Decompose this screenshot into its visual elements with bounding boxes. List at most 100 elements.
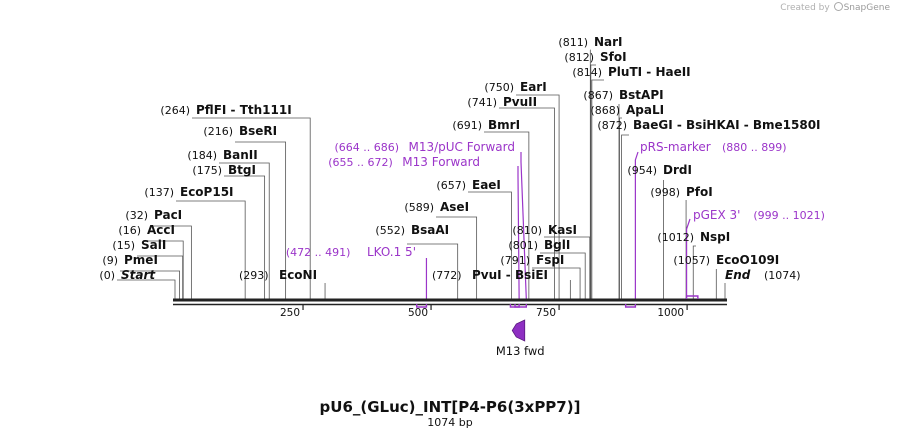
primer-label-m13: M13 Forward (655 .. 672) [328,155,480,169]
site-name: EcoO109I [716,253,779,267]
site-name: PluTI - HaeII [608,65,691,79]
site-label-nspi: (1012) NspI [657,230,730,244]
site-number: (15) [112,239,135,252]
site-line-bsaai [407,243,459,299]
site-number: (9) [102,254,118,267]
site-name: PfoI [686,185,713,199]
site-line-pflfi [192,117,311,299]
primer-range: (472 .. 491) [286,246,351,259]
site-line-acci [143,240,184,299]
site-label-pvuii: (741) PvuII [467,95,537,109]
scale-ticks: 250 500 750 1000 [280,304,688,319]
site-number: (184) [187,149,217,162]
site-name: PvuII [503,95,537,109]
site-label-sfoi: (812) SfoI [564,50,626,64]
site-line-fspi [532,267,581,299]
tick-label: 1000 [657,307,684,319]
site-line-asei [436,216,478,299]
site-line-sali [137,255,184,299]
primer-name: pGEX 3' [693,208,740,222]
site-label-sali: (15) SalI [112,238,166,252]
site-name: NspI [700,230,730,244]
site-label-eari: (750) EarI [484,80,546,94]
site-line-paci [150,225,192,299]
site-name: KasI [548,223,577,237]
site-name: BstAPI [619,88,664,102]
site-name: DrdI [663,163,692,177]
site-number: (552) [375,224,405,237]
site-number: (0) [99,269,115,282]
site-name: BanII [223,148,258,162]
site-name: PacI [154,208,182,222]
site-number: (810) [512,224,542,237]
primer-line-prs [634,151,639,299]
site-name: EcoNI [279,268,317,282]
site-number: (32) [125,209,148,222]
site-name: NarI [594,35,623,49]
site-number: (16) [118,224,141,237]
site-label-pfoi: (998) PfoI [650,185,712,199]
site-number: (175) [192,164,222,177]
site-label-ecoo109i: (1057) EcoO109I [673,253,779,267]
site-number: (867) [583,89,613,102]
site-label-bmri: (691) BmrI [452,118,520,132]
site-label-nari: (811) NarI [558,35,622,49]
site-number: (1057) [673,254,710,267]
map-title: pU6_(GLuc)_INT[P4-P6(3xPP7)] [319,398,581,416]
site-name: PflFI - Tth111I [196,103,292,117]
site-line-ecop15i [176,200,246,299]
site-label-bstapi: (867) BstAPI [583,88,663,102]
site-label-apali: (868) ApaLI [590,103,664,117]
primer-line-m13 [517,166,520,300]
site-number: (868) [590,104,620,117]
primer-line-m13puc [520,152,527,300]
site-label-ecop15i: (137) EcoP15I [144,185,233,199]
primer-label-pgex: pGEX 3' (999 .. 1021) [693,208,825,222]
site-label-beseri: (216) BseRI [203,124,277,138]
primer-name: LKO.1 5' [367,245,416,259]
site-name: EarI [520,80,547,94]
site-line-btgi [224,175,266,299]
site-number: (264) [160,104,190,117]
primer-range: (655 .. 672) [328,156,393,169]
site-number: (589) [404,201,434,214]
site-name: AseI [440,200,469,214]
primer-mark-prs [624,304,637,308]
site-line-bgli [540,252,586,299]
site-number: (791) [500,254,530,267]
site-line-bmri [484,131,530,299]
site-number: (872) [597,119,627,132]
site-number: (1012) [657,231,694,244]
site-label-drdi: (954) DrdI [627,163,692,177]
site-name: ApaLI [626,103,664,117]
site-name: BmrI [488,118,520,132]
primer-range: (880 .. 899) [722,141,787,154]
site-number: (772) [432,269,462,282]
site-label-eaei: (657) EaeI [436,178,501,192]
tick-label: 250 [280,307,300,319]
site-name: PmeI [124,253,158,267]
site-number: (814) [572,66,602,79]
primer-mark-pgex [685,295,699,299]
primer-label-prs: pRS-marker (880 .. 899) [640,140,787,154]
tick-label: 500 [408,307,428,319]
site-label-econi: (293) EcoNI [239,268,317,282]
feature-arrow-m13fwd [511,319,526,342]
site-number: (741) [467,96,497,109]
primer-label-m13puc: M13/pUC Forward (664 .. 686) [334,140,515,154]
site-label-acci: (16) AccI [118,223,175,237]
site-number: (293) [239,269,269,282]
site-label-asei: (589) AseI [404,200,469,214]
primer-range: (664 .. 686) [334,141,399,154]
site-line-apali [619,117,622,299]
site-number: (216) [203,125,233,138]
primer-lines [425,151,691,300]
site-label-paci: (32) PacI [125,208,182,222]
site-number: (657) [436,179,466,192]
primer-mark-m13puc [514,304,528,308]
site-line-sfoi [590,64,596,299]
site-number: (954) [627,164,657,177]
site-number: (1074) [764,269,801,282]
site-label-baegi: (872) BaeGI - BsiHKAI - Bme1580I [597,118,820,132]
